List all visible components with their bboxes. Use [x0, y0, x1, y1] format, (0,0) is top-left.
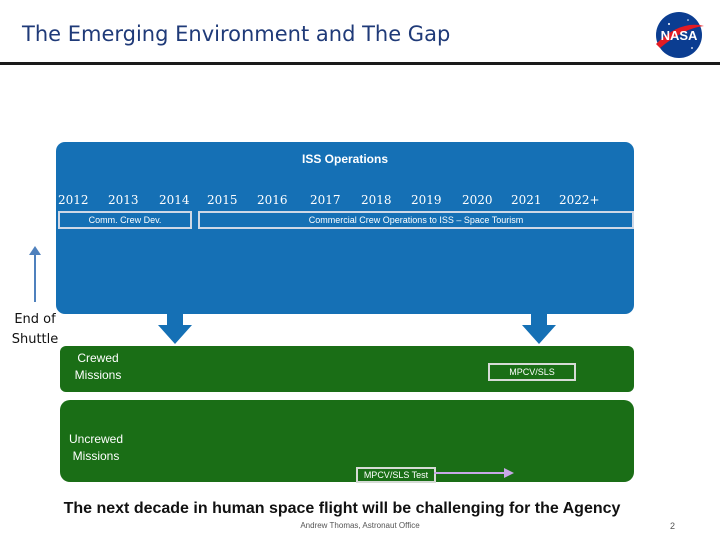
year-label: 2016 [257, 193, 288, 207]
year-label: 2014 [159, 193, 190, 207]
year-label: 2017 [310, 193, 341, 207]
year-label: 2019 [411, 193, 442, 207]
year-label: 2018 [361, 193, 392, 207]
uncrewed-missions-label: Uncrewed Missions [68, 432, 124, 463]
right-arrow-icon [434, 468, 514, 478]
iss-operations-panel: ISS Operations 2012 2013 2014 2015 2016 … [56, 142, 634, 314]
year-label: 2013 [108, 193, 139, 207]
crewed-missions-panel: Crewed Missions MPCV/SLS [60, 346, 634, 392]
mpcv-sls-test-tag: MPCV/SLS Test [356, 467, 436, 483]
year-label: 2021 [511, 193, 542, 207]
crewed-missions-label: Crewed Missions [74, 351, 122, 382]
uncrewed-missions-panel: Uncrewed Missions MPCV/SLS Test [60, 400, 634, 483]
svg-text:NASA: NASA [661, 28, 698, 43]
slide-title: The Emerging Environment and The Gap [22, 22, 451, 46]
footer-author: Andrew Thomas, Astronaut Office [300, 521, 420, 530]
down-arrow-icon [158, 312, 192, 344]
mpcv-sls-tag: MPCV/SLS [488, 363, 576, 381]
page-number: 2 [670, 521, 676, 531]
title-divider [0, 62, 720, 65]
up-arrow-icon [29, 246, 41, 302]
year-label: 2015 [207, 193, 238, 207]
year-label: 2020 [462, 193, 493, 207]
down-arrow-icon [522, 312, 556, 344]
end-of-shuttle-label: End of Shuttle [11, 312, 59, 347]
comm-crew-dev-bar: Comm. Crew Dev. [58, 211, 192, 229]
slide-tagline: The next decade in human space flight wi… [63, 500, 621, 517]
year-label: 2022+ [559, 193, 600, 207]
nasa-logo: NASA [656, 12, 704, 58]
iss-operations-title: ISS Operations [301, 152, 389, 166]
year-label: 2012 [58, 193, 89, 207]
commercial-crew-ops-bar: Commercial Crew Operations to ISS – Spac… [198, 211, 634, 229]
